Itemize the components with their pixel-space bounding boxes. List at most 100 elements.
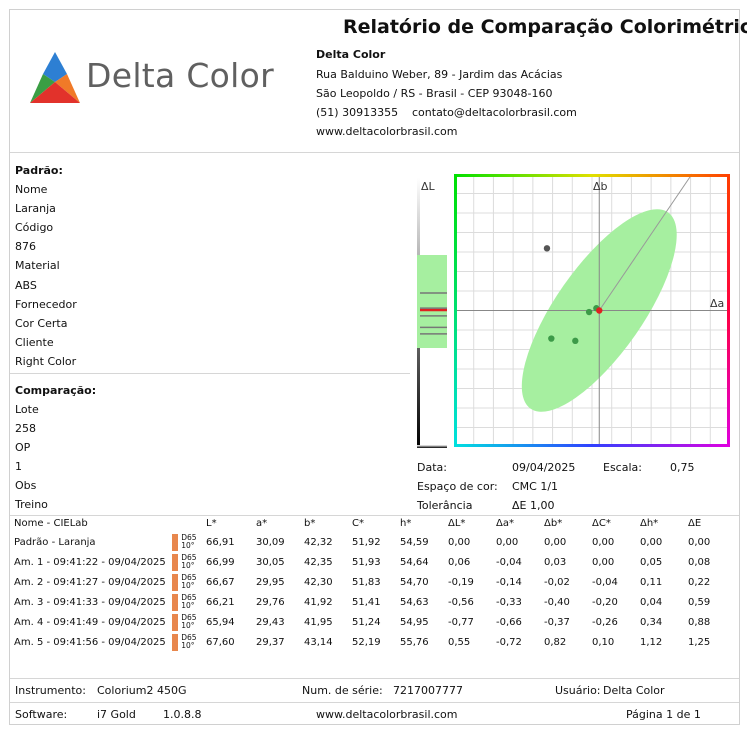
col-da: Δa* bbox=[496, 518, 514, 529]
row-value: 51,24 bbox=[352, 616, 381, 628]
row-name: Padrão - Laranja bbox=[14, 536, 96, 548]
sample-point bbox=[543, 245, 551, 252]
chart-space-value: CMC 1/1 bbox=[512, 480, 559, 493]
standard-material-value: ABS bbox=[15, 279, 37, 292]
table-row: Am. 1 - 09:41:22 - 09/04/2025 D65 10° 66,9… bbox=[14, 552, 736, 572]
standard-client-value: Right Color bbox=[15, 355, 77, 368]
standard-supplier-value: Cor Certa bbox=[15, 317, 68, 330]
row-value: 65,94 bbox=[206, 616, 235, 628]
sample-point bbox=[572, 337, 579, 345]
row-value: 0,05 bbox=[640, 556, 663, 568]
row-value: 66,67 bbox=[206, 576, 235, 588]
row-value: 0,34 bbox=[640, 616, 663, 628]
col-b: b* bbox=[304, 518, 316, 529]
row-swatch: D65 10° bbox=[172, 532, 206, 552]
row-value: -0,40 bbox=[544, 596, 570, 608]
row-value: -0,04 bbox=[592, 576, 618, 588]
row-value: 54,64 bbox=[400, 556, 429, 568]
row-value: 66,91 bbox=[206, 536, 235, 548]
col-swatch bbox=[172, 515, 206, 532]
color-swatch bbox=[172, 613, 178, 631]
row-value: 29,37 bbox=[256, 636, 285, 648]
instrument-value: Colorium2 450G bbox=[97, 684, 187, 697]
color-difference-chart: ΔL Δb Δa bbox=[417, 173, 730, 448]
row-value: 41,92 bbox=[304, 596, 333, 608]
company-city: São Leopoldo / RS - Brasil - CEP 93048-1… bbox=[316, 87, 553, 100]
sample-point bbox=[585, 308, 593, 316]
table-row: Padrão - Laranja D65 10° 66,91 30,09 42,32 51… bbox=[14, 532, 736, 552]
row-value: 0,82 bbox=[544, 636, 567, 648]
row-value: 54,63 bbox=[400, 596, 429, 608]
row-value: 54,59 bbox=[400, 536, 429, 548]
table-header-row: Nome - CIELab L* a* b* C* h* ΔL* Δa* Δb*… bbox=[14, 515, 736, 532]
chart-scale-label: Escala: bbox=[603, 461, 642, 474]
row-value: 29,76 bbox=[256, 596, 285, 608]
standard-name-label: Nome bbox=[15, 183, 48, 196]
delta-color-logo-icon bbox=[30, 52, 80, 103]
row-value: 30,09 bbox=[256, 536, 285, 548]
illuminant-label: D65 10° bbox=[181, 593, 197, 610]
row-value: 42,32 bbox=[304, 536, 333, 548]
chart-space-label: Espaço de cor: bbox=[417, 480, 498, 493]
col-h: h* bbox=[400, 518, 412, 529]
color-swatch bbox=[172, 553, 178, 571]
row-value: 51,83 bbox=[352, 576, 381, 588]
row-value: -0,02 bbox=[544, 576, 570, 588]
row-value: -0,56 bbox=[448, 596, 474, 608]
company-email: contato@deltacolorbrasil.com bbox=[412, 106, 577, 119]
row-value: 0,11 bbox=[640, 576, 663, 588]
table-row: Am. 2 - 09:41:27 - 09/04/2025 D65 10° 66,6… bbox=[14, 572, 736, 592]
standard-code-value: 876 bbox=[15, 240, 36, 253]
illuminant-label: D65 10° bbox=[181, 573, 197, 590]
instrument-label: Instrumento: bbox=[15, 684, 86, 697]
row-value: 54,95 bbox=[400, 616, 429, 628]
delta-a-axis-label: Δa bbox=[710, 297, 724, 310]
page-number: Página 1 de 1 bbox=[626, 708, 701, 721]
software-label: Software: bbox=[15, 708, 68, 721]
frame-top bbox=[454, 174, 730, 177]
company-address: Rua Balduino Weber, 89 - Jardim das Acác… bbox=[316, 68, 563, 81]
row-value: -0,26 bbox=[592, 616, 618, 628]
frame-right bbox=[727, 174, 730, 447]
row-value: 0,00 bbox=[592, 536, 615, 548]
table-row: Am. 4 - 09:41:49 - 09/04/2025 D65 10° 65,9… bbox=[14, 612, 736, 632]
hue-angle-line bbox=[598, 173, 693, 311]
chart-date-value: 09/04/2025 bbox=[512, 461, 576, 474]
color-swatch bbox=[172, 533, 178, 551]
sample-point bbox=[548, 335, 555, 342]
comparison-lot-value: 258 bbox=[15, 422, 36, 435]
frame-bottom bbox=[454, 444, 730, 447]
delta-l-tolerance-band bbox=[417, 255, 447, 348]
row-value: 0,00 bbox=[592, 556, 615, 568]
row-value: 52,19 bbox=[352, 636, 381, 648]
frame-left bbox=[454, 174, 457, 447]
col-dL: ΔL* bbox=[448, 518, 466, 529]
row-value: 1,12 bbox=[640, 636, 663, 648]
table-top-divider bbox=[10, 515, 739, 516]
row-value: 66,21 bbox=[206, 596, 235, 608]
comparison-section-label: Comparação: bbox=[15, 384, 97, 397]
row-value: 41,95 bbox=[304, 616, 333, 628]
col-dh: Δh* bbox=[640, 518, 659, 529]
row-value: -0,14 bbox=[496, 576, 522, 588]
row-value: 0,00 bbox=[544, 536, 567, 548]
row-swatch: D65 10° bbox=[172, 572, 206, 592]
ab-plot bbox=[454, 173, 730, 447]
footer-divider-1 bbox=[10, 678, 739, 679]
company-phone: (51) 30913355 bbox=[316, 106, 399, 119]
logo-text: Delta Color bbox=[86, 56, 274, 95]
software-name: i7 Gold bbox=[97, 708, 136, 721]
row-name: Am. 5 - 09:41:56 - 09/04/2025 bbox=[14, 636, 166, 648]
row-value: 42,35 bbox=[304, 556, 333, 568]
row-value: -0,77 bbox=[448, 616, 474, 628]
chart-scale-value: 0,75 bbox=[670, 461, 695, 474]
standard-material-label: Material bbox=[15, 259, 60, 272]
row-value: 55,76 bbox=[400, 636, 429, 648]
row-value: 0,22 bbox=[688, 576, 711, 588]
row-value: -0,72 bbox=[496, 636, 522, 648]
row-value: 0,00 bbox=[448, 536, 471, 548]
standard-point bbox=[596, 307, 603, 314]
row-value: -0,20 bbox=[592, 596, 618, 608]
row-value: 0,55 bbox=[448, 636, 471, 648]
comparison-obs-label: Obs bbox=[15, 479, 37, 492]
